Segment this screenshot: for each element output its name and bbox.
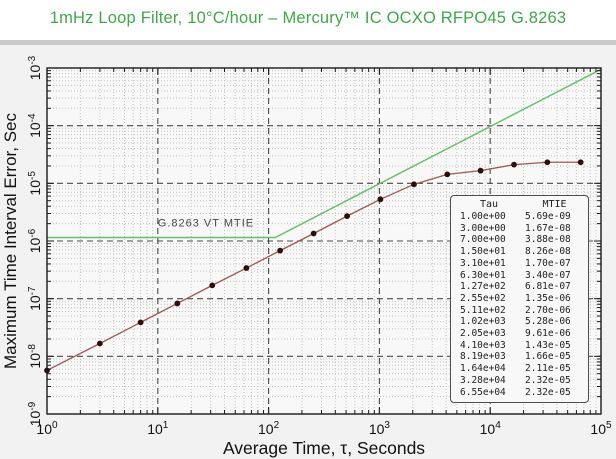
data-point-marker [277, 247, 284, 254]
legend-mtie-value: 6.81e-07 [525, 281, 571, 293]
legend-tau-value: 2.55e+02 [460, 292, 506, 304]
legend-tau-value: 3.00e+00 [460, 222, 506, 234]
data-point-marker [174, 300, 181, 307]
legend-tau-value: 3.10e+01 [460, 257, 506, 269]
legend-mtie-value: 1.35e-06 [525, 292, 571, 304]
legend-tau-value: 5.11e+02 [460, 304, 506, 316]
legend-row: 3.28e+04 2.32e-05 [451, 375, 588, 387]
legend-tau-value: 1.50e+01 [460, 246, 506, 258]
data-point-marker [411, 181, 417, 188]
x-tick-label: 103 [369, 420, 391, 437]
legend-row: 2.55e+02 1.35e-06 [451, 293, 588, 305]
mask-annotation-label: G.8263 VT MTIE [158, 217, 254, 229]
measured-series-line [46, 161, 581, 372]
legend-mtie-value: 2.32e-05 [525, 386, 571, 398]
legend-mtie-value: 8.26e-08 [525, 246, 571, 258]
legend-mtie-value: 2.70e-06 [525, 304, 571, 316]
legend-tau-value: 1.00e+00 [460, 211, 506, 222]
legend-tau-value: 1.02e+03 [460, 316, 506, 328]
data-point-marker [344, 213, 350, 220]
data-point-marker [137, 319, 144, 326]
legend-header-tau: Tau [479, 199, 499, 210]
y-tick-label: 10-7 [27, 286, 43, 311]
x-tick-label: 104 [480, 420, 502, 437]
data-point-marker [544, 159, 551, 166]
legend-mtie-value: 5.69e-09 [525, 211, 571, 222]
x-axis-title: Average Time, τ, Seconds [223, 438, 425, 458]
legend-tau-value: 3.28e+04 [460, 374, 506, 386]
data-point-marker [377, 196, 384, 203]
legend-tau-value: 8.19e+03 [460, 351, 506, 363]
x-tick-label: 101 [147, 420, 169, 437]
legend-mtie-value: 3.40e-07 [525, 269, 571, 281]
legend-row: 6.30e+01 3.40e-07 [451, 270, 588, 282]
legend-tau-value: 1.64e+04 [460, 363, 506, 375]
legend-header-mtie: MTIE [542, 199, 567, 210]
legend-row: 4.10e+03 1.43e-05 [451, 340, 588, 352]
legend-tau-value: 6.30e+01 [460, 269, 506, 281]
x-tick-label: 105 [590, 420, 612, 437]
legend-mtie-value: 1.66e-05 [525, 351, 571, 363]
y-tick-label: 10-8 [27, 344, 43, 369]
legend-row: 5.11e+02 2.70e-06 [451, 305, 588, 317]
x-tick-label: 102 [258, 420, 280, 437]
legend-mtie-value: 3.88e-08 [525, 234, 571, 246]
data-point-marker [444, 171, 451, 178]
legend-row: 1.00e+00 5.69e-09 [451, 211, 588, 223]
y-tick-label: 10-9 [27, 401, 43, 426]
legend-tau-value: 2.05e+03 [460, 328, 506, 340]
legend-mtie-value: 2.11e-05 [525, 363, 571, 375]
legend-row: 1.02e+03 5.28e-06 [451, 316, 588, 328]
legend-row: 6.55e+04 2.32e-05 [451, 387, 588, 399]
legend-row: 3.10e+01 1.70e-07 [451, 258, 588, 270]
legend-tau-value: 6.55e+04 [460, 386, 506, 398]
data-point-marker [310, 230, 317, 237]
legend-row: 3.00e+00 1.67e-08 [451, 223, 588, 235]
legend-table: Tau MTIE 1.00e+00 5.69e-09 3.00e+00 1.67e-0… [450, 195, 589, 404]
legend-tau-value: 1.27e+02 [460, 281, 506, 293]
y-axis-title: Maximum Time Interval Error, Sec [1, 113, 20, 370]
legend-row: 1.64e+04 2.11e-05 [451, 363, 588, 375]
legend-mtie-value: 1.43e-05 [525, 339, 571, 351]
legend-mtie-value: 1.67e-08 [525, 222, 571, 234]
mtie-log-log-chart: G.8263 VT MTIE 100 101 102 103 104 105 10-3 10-4… [1, 55, 612, 458]
data-point-marker [577, 159, 584, 166]
legend-row: 1.50e+01 8.26e-08 [451, 246, 588, 258]
chart-title: 1mHz Loop Filter, 10°C/hour – Mercury™ I… [49, 9, 567, 27]
legend-row: 7.00e+00 3.88e-08 [451, 234, 588, 246]
legend-header-row: Tau MTIE [451, 198, 588, 211]
mask-series-line [47, 68, 602, 239]
legend-rows: 1.00e+00 5.69e-09 3.00e+00 1.67e-08 7.00e+00… [451, 211, 588, 398]
data-point-marker [511, 161, 517, 168]
y-tick-label: 10-4 [27, 113, 43, 138]
data-point-marker [209, 282, 216, 289]
data-point-marker [243, 265, 250, 271]
legend-mtie-value: 5.28e-06 [525, 316, 571, 328]
axis-ticks [46, 67, 602, 415]
legend-mtie-value: 2.32e-05 [525, 374, 571, 386]
measured-series-markers [44, 159, 584, 374]
x-tick-label: 100 [36, 420, 58, 437]
y-tick-label: 10-3 [27, 55, 43, 80]
legend-tau-value: 4.10e+03 [460, 339, 506, 351]
legend-row: 8.19e+03 1.66e-05 [451, 351, 588, 363]
chart-panel: G.8263 VT MTIE 100 101 102 103 104 105 10-3 10-4… [0, 45, 616, 459]
legend-mtie-value: 1.70e-07 [525, 257, 571, 269]
divider-bar [0, 40, 616, 45]
y-tick-label: 10-6 [27, 228, 43, 253]
legend-mtie-value: 9.61e-06 [525, 328, 571, 340]
y-tick-label: 10-5 [27, 171, 43, 196]
legend-row: 2.05e+03 9.61e-06 [451, 328, 588, 340]
data-point-marker [96, 340, 103, 347]
data-point-marker [477, 167, 484, 174]
legend-tau-value: 7.00e+00 [460, 234, 506, 246]
legend-row: 1.27e+02 6.81e-07 [451, 281, 588, 293]
